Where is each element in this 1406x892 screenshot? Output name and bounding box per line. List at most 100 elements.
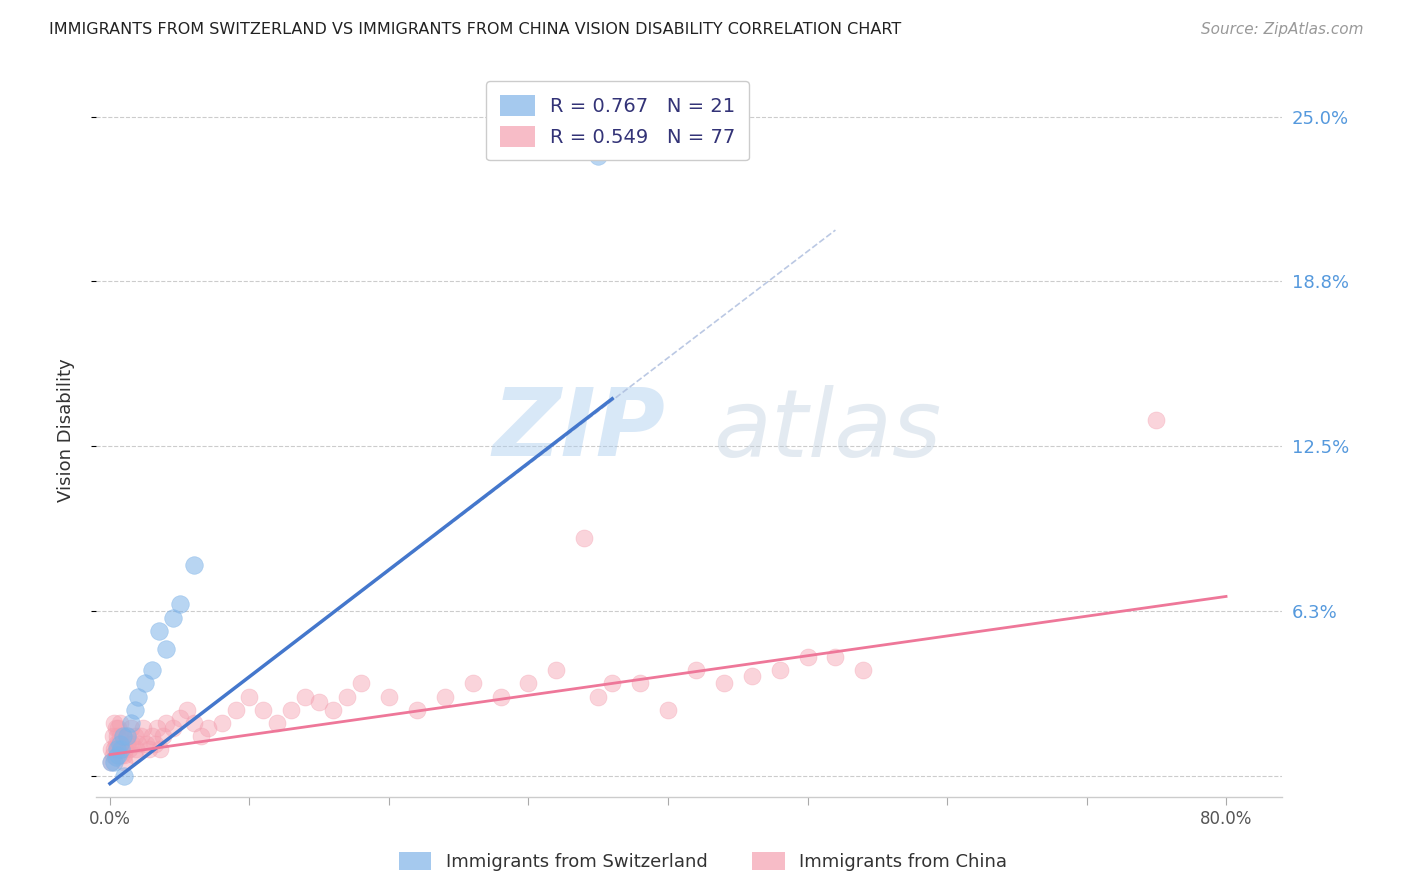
Point (105, 742, 128, 756)
Point (517, 676, 540, 690)
Point (107, 721, 129, 735)
Point (108, 729, 131, 743)
Point (600, 676, 623, 690)
Point (155, 642, 177, 657)
Y-axis label: Vision Disability: Vision Disability (58, 359, 75, 502)
Point (111, 742, 134, 756)
Point (169, 598, 191, 612)
Point (101, 747, 124, 762)
Point (155, 715, 177, 730)
Legend: R = 0.767   N = 21, R = 0.549   N = 77: R = 0.767 N = 21, R = 0.549 N = 77 (486, 81, 749, 161)
Point (120, 715, 142, 730)
Legend: Immigrants from Switzerland, Immigrants from China: Immigrants from Switzerland, Immigrants … (391, 845, 1015, 879)
Point (129, 729, 152, 743)
Point (546, 663, 568, 677)
Point (162, 721, 184, 735)
Point (105, 729, 128, 743)
Point (308, 695, 330, 709)
Point (796, 650, 818, 665)
Point (104, 737, 127, 751)
Point (135, 737, 157, 751)
Point (685, 663, 707, 677)
Point (124, 703, 146, 717)
Point (117, 729, 139, 743)
Point (586, 690, 609, 704)
Point (824, 650, 846, 665)
Point (104, 750, 127, 764)
Point (162, 610, 184, 624)
Point (124, 729, 146, 743)
Point (252, 703, 274, 717)
Point (322, 703, 344, 717)
Point (101, 729, 124, 743)
Point (132, 721, 155, 735)
Text: ZIP: ZIP (492, 384, 665, 476)
Point (628, 676, 651, 690)
Point (138, 742, 160, 756)
Point (852, 663, 875, 677)
Point (112, 747, 135, 762)
Point (190, 729, 212, 743)
Point (141, 663, 163, 677)
Point (103, 756, 125, 770)
Point (741, 668, 763, 682)
Point (657, 703, 679, 717)
Point (768, 663, 790, 677)
Point (112, 756, 135, 770)
Point (461, 676, 484, 690)
Point (110, 747, 132, 762)
Point (183, 715, 205, 730)
Point (115, 737, 138, 751)
Point (121, 737, 143, 751)
Point (134, 676, 156, 690)
Text: atlas: atlas (713, 385, 941, 476)
Point (107, 747, 129, 762)
Point (115, 729, 138, 743)
Point (197, 721, 219, 735)
Point (406, 703, 429, 717)
Point (103, 742, 125, 756)
Point (433, 690, 456, 704)
Point (141, 729, 163, 743)
Point (100, 756, 122, 770)
Point (1144, 413, 1167, 427)
Point (280, 703, 302, 717)
Point (103, 715, 125, 730)
Point (108, 715, 131, 730)
Text: Source: ZipAtlas.com: Source: ZipAtlas.com (1201, 22, 1364, 37)
Point (152, 729, 174, 743)
Point (125, 742, 148, 756)
Point (713, 676, 735, 690)
Point (118, 742, 141, 756)
Point (183, 558, 205, 572)
Point (149, 742, 172, 756)
Point (105, 742, 128, 756)
Point (107, 737, 129, 751)
Point (146, 721, 169, 735)
Point (574, 532, 596, 546)
Point (148, 624, 170, 638)
Point (127, 690, 149, 704)
Point (294, 690, 316, 704)
Point (111, 729, 134, 743)
Point (100, 756, 122, 770)
Point (104, 721, 127, 735)
Point (336, 690, 359, 704)
Point (110, 737, 132, 751)
Point (489, 690, 512, 704)
Point (225, 703, 247, 717)
Point (127, 737, 149, 751)
Point (143, 737, 166, 751)
Point (266, 715, 288, 730)
Point (378, 690, 401, 704)
Point (108, 737, 131, 751)
Point (112, 769, 135, 783)
Point (211, 715, 233, 730)
Point (100, 742, 122, 756)
Point (586, 149, 609, 163)
Point (120, 721, 142, 735)
Point (350, 676, 373, 690)
Text: IMMIGRANTS FROM SWITZERLAND VS IMMIGRANTS FROM CHINA VISION DISABILITY CORRELATI: IMMIGRANTS FROM SWITZERLAND VS IMMIGRANT… (49, 22, 901, 37)
Point (114, 742, 136, 756)
Point (176, 703, 198, 717)
